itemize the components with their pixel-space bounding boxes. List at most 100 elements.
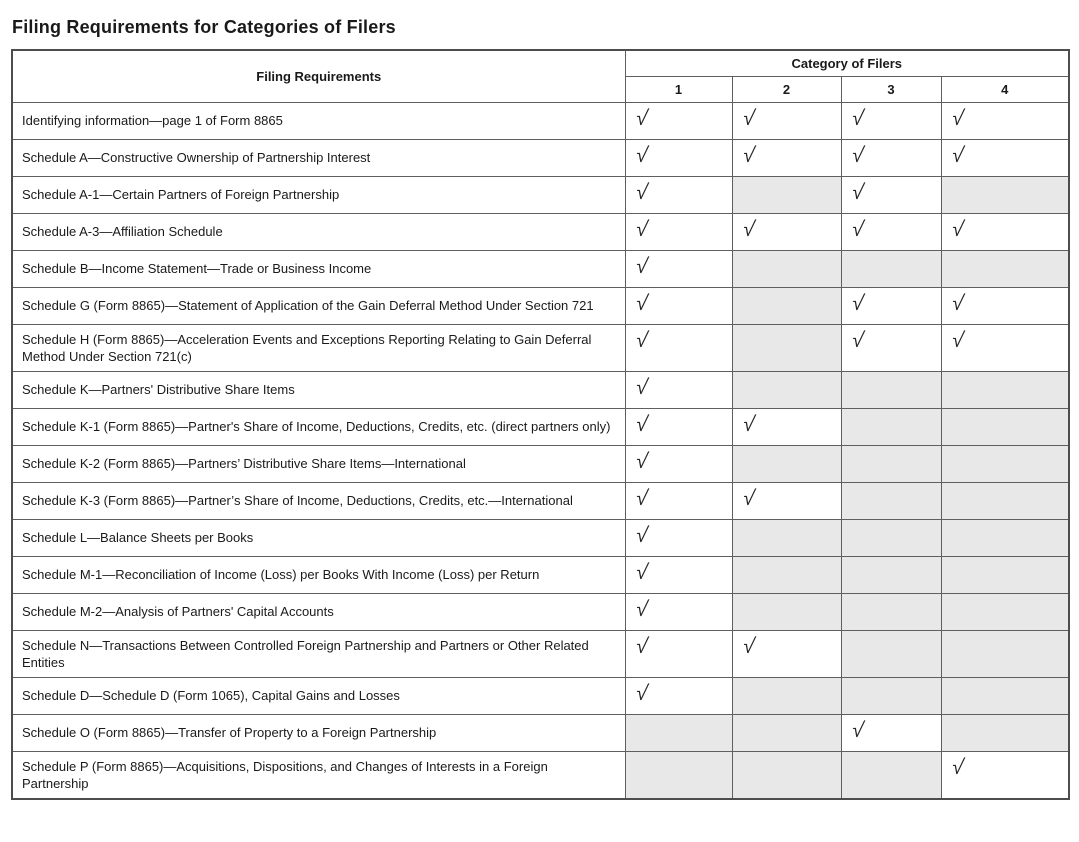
checkmark-icon: √ [740, 634, 757, 658]
check-cell: √ [940, 750, 1070, 799]
shaded-cell [840, 249, 942, 288]
row-label: Schedule A—Constructive Ownership of Par… [11, 138, 626, 177]
table-row: Schedule D—Schedule D (Form 1065), Capit… [11, 676, 1070, 715]
row-label: Schedule K—Partners' Distributive Share … [11, 370, 626, 409]
checkmark-icon: √ [633, 449, 650, 473]
checkmark-icon: √ [633, 486, 650, 510]
row-label: Schedule L—Balance Sheets per Books [11, 518, 626, 557]
checkmark-icon: √ [633, 217, 650, 241]
shaded-cell [940, 592, 1070, 631]
check-cell: √ [840, 138, 942, 177]
check-cell: √ [940, 138, 1070, 177]
shaded-cell [731, 518, 842, 557]
check-cell: √ [840, 175, 942, 214]
table-row: Schedule M-1—Reconciliation of Income (L… [11, 555, 1070, 594]
table-row: Schedule K—Partners' Distributive Share … [11, 370, 1070, 409]
checkmark-icon: √ [849, 217, 866, 241]
check-cell: √ [624, 518, 733, 557]
check-cell: √ [731, 212, 842, 251]
shaded-cell [940, 175, 1070, 214]
checkmark-icon: √ [633, 523, 650, 547]
shaded-cell [731, 323, 842, 372]
table-row: Schedule B—Income Statement—Trade or Bus… [11, 249, 1070, 288]
filing-requirements-table: Filing Requirements Category of Filers 1… [11, 49, 1071, 800]
shaded-cell [940, 629, 1070, 678]
checkmark-icon: √ [849, 143, 866, 167]
table-row: Schedule A-1—Certain Partners of Foreign… [11, 175, 1070, 214]
check-cell: √ [624, 407, 733, 446]
shaded-cell [840, 407, 942, 446]
checkmark-icon: √ [849, 328, 866, 352]
checkmark-icon: √ [740, 412, 757, 436]
checkmark-icon: √ [633, 681, 650, 705]
table-row: Schedule K-2 (Form 8865)—Partners’ Distr… [11, 444, 1070, 483]
row-label: Schedule K-1 (Form 8865)—Partner's Share… [11, 407, 626, 446]
checkmark-icon: √ [633, 180, 650, 204]
check-cell: √ [731, 629, 842, 678]
row-label: Schedule N—Transactions Between Controll… [11, 629, 626, 678]
table-header: Filing Requirements Category of Filers 1… [11, 49, 1070, 103]
table-row: Schedule M-2—Analysis of Partners' Capit… [11, 592, 1070, 631]
category-column-header-1: 1 [624, 75, 733, 103]
check-cell: √ [624, 592, 733, 631]
checkmark-icon: √ [949, 328, 966, 352]
checkmark-icon: √ [849, 718, 866, 742]
shaded-cell [731, 370, 842, 409]
shaded-cell [940, 555, 1070, 594]
shaded-cell [840, 444, 942, 483]
shaded-cell [940, 407, 1070, 446]
check-cell: √ [624, 370, 733, 409]
shaded-cell [624, 750, 733, 799]
shaded-cell [840, 629, 942, 678]
check-cell: √ [624, 555, 733, 594]
check-cell: √ [840, 101, 942, 140]
checkmark-icon: √ [740, 106, 757, 130]
check-cell: √ [624, 138, 733, 177]
shaded-cell [731, 592, 842, 631]
shaded-cell [624, 713, 733, 752]
shaded-cell [731, 249, 842, 288]
check-cell: √ [624, 444, 733, 483]
checkmark-icon: √ [849, 180, 866, 204]
check-cell: √ [940, 212, 1070, 251]
checkmark-icon: √ [740, 143, 757, 167]
shaded-cell [940, 370, 1070, 409]
category-column-header-2: 2 [731, 75, 842, 103]
row-label: Schedule K-3 (Form 8865)—Partner’s Share… [11, 481, 626, 520]
filing-requirements-column-header: Filing Requirements [11, 49, 626, 103]
table-row: Schedule A—Constructive Ownership of Par… [11, 138, 1070, 177]
check-cell: √ [731, 138, 842, 177]
row-label: Schedule G (Form 8865)—Statement of Appl… [11, 286, 626, 325]
check-cell: √ [624, 101, 733, 140]
shaded-cell [731, 555, 842, 594]
check-cell: √ [731, 481, 842, 520]
checkmark-icon: √ [633, 254, 650, 278]
table-row: Schedule L—Balance Sheets per Books √ [11, 518, 1070, 557]
checkmark-icon: √ [949, 291, 966, 315]
checkmark-icon: √ [849, 106, 866, 130]
check-cell: √ [731, 101, 842, 140]
check-cell: √ [731, 407, 842, 446]
shaded-cell [731, 286, 842, 325]
checkmark-icon: √ [633, 560, 650, 584]
table-row: Schedule G (Form 8865)—Statement of Appl… [11, 286, 1070, 325]
table-row: Schedule N—Transactions Between Controll… [11, 629, 1070, 678]
checkmark-icon: √ [633, 597, 650, 621]
shaded-cell [840, 750, 942, 799]
table-row: Schedule K-3 (Form 8865)—Partner’s Share… [11, 481, 1070, 520]
table-row: Schedule A-3—Affiliation Schedule √ √ √ √ [11, 212, 1070, 251]
table-row: Schedule O (Form 8865)—Transfer of Prope… [11, 713, 1070, 752]
row-label: Schedule M-1—Reconciliation of Income (L… [11, 555, 626, 594]
check-cell: √ [840, 323, 942, 372]
checkmark-icon: √ [633, 291, 650, 315]
shaded-cell [840, 555, 942, 594]
shaded-cell [731, 175, 842, 214]
row-label: Schedule H (Form 8865)—Acceleration Even… [11, 323, 626, 372]
check-cell: √ [624, 249, 733, 288]
row-label: Schedule A-1—Certain Partners of Foreign… [11, 175, 626, 214]
check-cell: √ [624, 629, 733, 678]
category-of-filers-group-header: Category of Filers [624, 49, 1070, 77]
check-cell: √ [840, 713, 942, 752]
table-row: Schedule H (Form 8865)—Acceleration Even… [11, 323, 1070, 372]
shaded-cell [940, 676, 1070, 715]
